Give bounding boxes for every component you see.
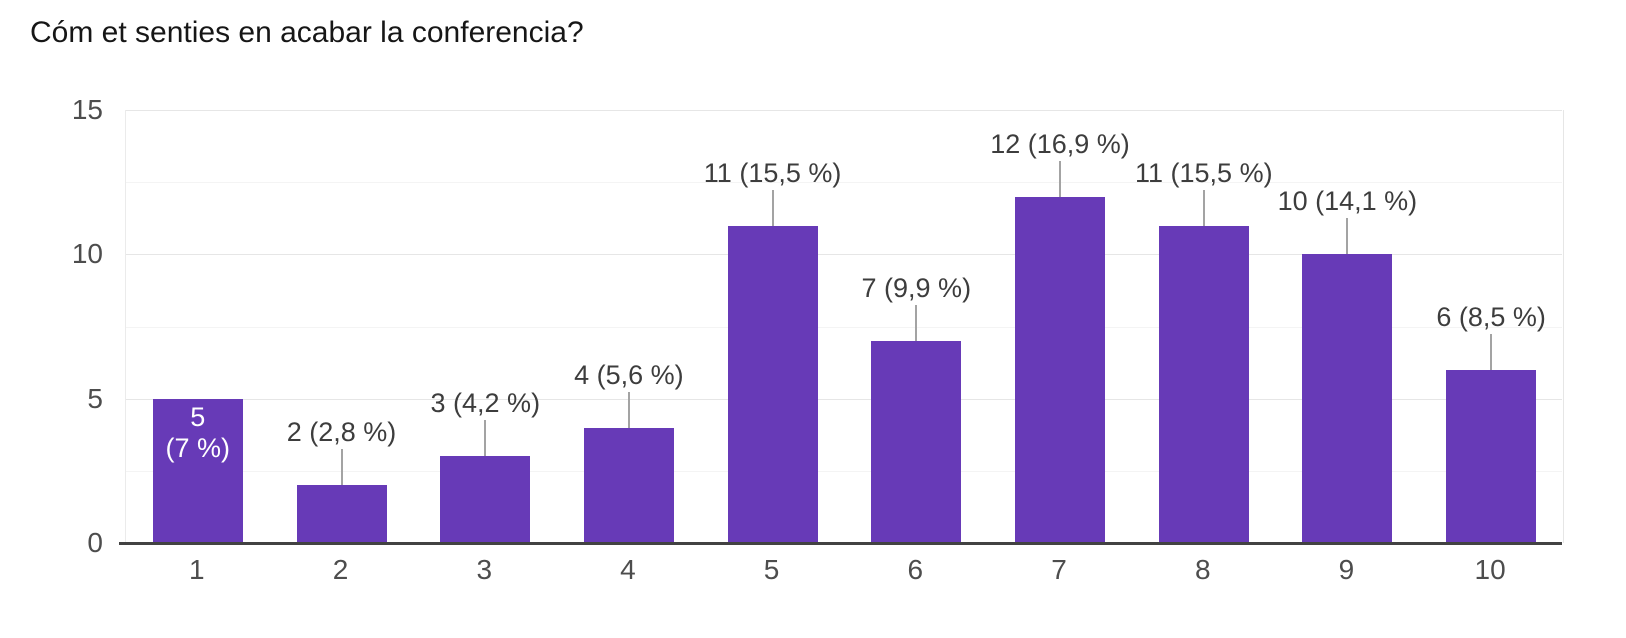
minor-gridline-2.5 bbox=[125, 470, 1562, 472]
bar-5 bbox=[727, 225, 818, 543]
y-axis-tick-15: 15 bbox=[71, 94, 103, 125]
bar-1: 5 (7 %) bbox=[152, 398, 243, 543]
bar-label-5: 11 (15,5 %) bbox=[703, 157, 842, 188]
bar-label-1: 5 (7 %) bbox=[153, 402, 243, 464]
y-axis-tick-0: 0 bbox=[87, 527, 103, 558]
bar-4 bbox=[583, 427, 674, 543]
gridline-15 bbox=[125, 110, 1562, 111]
bar-label-7: 12 (16,9 %) bbox=[990, 128, 1130, 159]
bar-2 bbox=[296, 485, 387, 543]
bar-label-6: 7 (9,9 %) bbox=[861, 272, 972, 303]
bar-label-stem-9 bbox=[1346, 218, 1349, 255]
bar-label-9: 10 (14,1 %) bbox=[1277, 186, 1418, 217]
x-axis-tick-9: 9 bbox=[1338, 554, 1355, 585]
bar-label-4: 4 (5,6 %) bbox=[574, 359, 684, 390]
bar-label-3: 3 (4,2 %) bbox=[430, 388, 541, 419]
gridline-5 bbox=[125, 398, 1562, 400]
bar-10 bbox=[1446, 369, 1537, 543]
bar-label-2: 2 (2,8 %) bbox=[286, 417, 397, 448]
plot-area: 5 (7 %) 2 (2,8 %) 3 (4,2 %) 4 (5,6 %) 11 (15,… bbox=[125, 110, 1564, 543]
bar-label-stem-5 bbox=[771, 189, 774, 226]
x-axis-tick-10: 10 bbox=[1474, 554, 1506, 585]
x-axis-tick-5: 5 bbox=[763, 554, 780, 585]
x-axis-baseline bbox=[119, 542, 1562, 545]
y-axis-tick-10: 10 bbox=[71, 238, 103, 270]
minor-gridline-7.5 bbox=[125, 326, 1562, 328]
bar-label-line: 5 bbox=[190, 401, 206, 432]
bar-label-stem-4 bbox=[627, 391, 630, 428]
x-axis-tick-7: 7 bbox=[1051, 554, 1067, 585]
x-axis-tick-2: 2 bbox=[332, 554, 349, 585]
bar-label-stem-10 bbox=[1490, 333, 1493, 370]
x-axis-tick-8: 8 bbox=[1195, 554, 1211, 585]
bar-9 bbox=[1302, 254, 1393, 543]
minor-gridline-12.5 bbox=[125, 182, 1562, 184]
bar-8 bbox=[1158, 225, 1249, 543]
bar-6 bbox=[871, 340, 962, 543]
bar-3 bbox=[440, 456, 531, 543]
bar-7 bbox=[1015, 196, 1105, 543]
bar-label-stem-6 bbox=[915, 304, 918, 341]
x-axis-tick-6: 6 bbox=[907, 554, 924, 585]
y-axis-tick-5: 5 bbox=[87, 382, 103, 414]
chart-title: Cóm et senties en acabar la conferencia? bbox=[30, 16, 584, 49]
x-axis-tick-3: 3 bbox=[476, 554, 493, 585]
bar-label-8: 11 (15,5 %) bbox=[1135, 157, 1273, 188]
bar-label-stem-8 bbox=[1202, 189, 1205, 226]
bar-label-line: (7 %) bbox=[165, 432, 231, 463]
gridline-10 bbox=[125, 254, 1562, 256]
bar-label-stem-7 bbox=[1059, 160, 1061, 197]
bar-label-stem-3 bbox=[484, 420, 487, 457]
x-axis-tick-4: 4 bbox=[620, 554, 636, 585]
x-axis-tick-1: 1 bbox=[189, 554, 205, 585]
bar-label-stem-2 bbox=[340, 449, 343, 486]
bar-label-10: 6 (8,5 %) bbox=[1436, 301, 1546, 332]
